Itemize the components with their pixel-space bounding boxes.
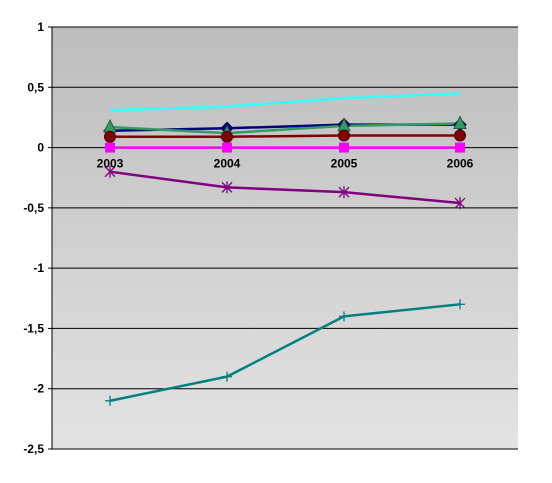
series-5-point [105,142,115,153]
series-6-point [104,165,116,178]
series-line-3 [109,122,461,135]
y-tick-label: -1 [33,261,44,275]
series-line-6 [109,170,461,205]
y-tick-label: 1 [37,20,44,34]
series-6-point [338,186,350,199]
series-6-point [221,181,233,194]
x-axis-ticks: 2003 2004 2005 2006 [97,157,474,171]
series-5-point [339,142,349,153]
series-4-point [338,129,350,142]
x-tick-label: 2003 [97,157,124,171]
series-line-1 [109,92,461,112]
y-axis-ticks: 1 0,5 0 -0,5 -1 -1,5 -2 -2,5 [23,20,52,456]
series-markers [103,115,467,406]
series-4-point [221,130,233,143]
x-tick-label: 2004 [214,157,241,171]
y-tick-label: -0,5 [23,201,44,215]
series-4-point [454,129,466,142]
y-tick-label: 0,5 [27,80,44,94]
y-tick-label: -1,5 [23,321,44,335]
series-5-point [222,142,232,153]
series-5-point [455,142,465,153]
series-4-point [104,130,116,143]
series-7-point [105,395,115,406]
series-6-point [454,197,466,210]
series-line-4 [110,134,460,138]
series-line-7 [109,303,461,402]
x-tick-label: 2005 [331,157,358,171]
y-tick-label: 0 [37,141,44,155]
series-7-point [222,371,232,382]
plot-area [52,27,518,449]
series-lines [109,92,461,402]
series-7-point [455,299,465,310]
x-tick-label: 2006 [447,157,474,171]
y-tick-label: -2,5 [23,442,44,456]
y-tick-label: -2 [33,382,44,396]
series-7-point [339,311,349,322]
series-3-point [453,115,467,129]
